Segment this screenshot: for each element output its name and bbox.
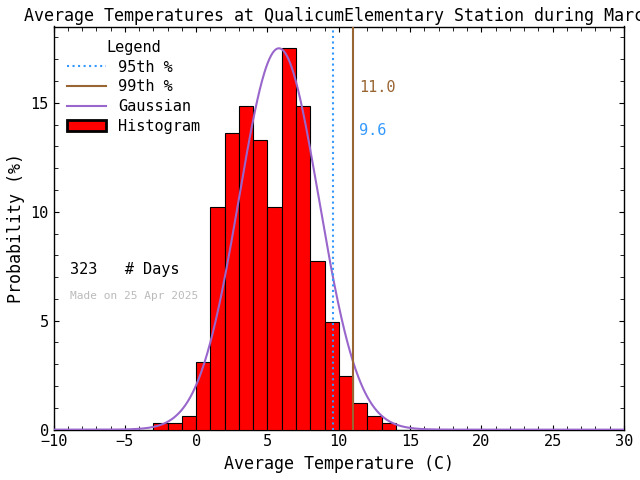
Bar — [154, 423, 168, 430]
Legend: 95th %, 99th %, Gaussian, Histogram: 95th %, 99th %, Gaussian, Histogram — [61, 34, 206, 140]
Bar — [282, 48, 296, 430]
Title: Average Temperatures at QualicumElementary Station during March: Average Temperatures at QualicumElementa… — [24, 7, 640, 25]
Text: 11.0: 11.0 — [359, 80, 396, 95]
Bar — [310, 261, 324, 430]
Bar — [268, 207, 282, 430]
Bar — [324, 322, 339, 430]
Bar — [168, 423, 182, 430]
Bar — [353, 403, 367, 430]
Bar — [339, 375, 353, 430]
X-axis label: Average Temperature (C): Average Temperature (C) — [224, 455, 454, 473]
Bar — [296, 106, 310, 430]
Bar — [381, 423, 396, 430]
Text: 323   # Days: 323 # Days — [70, 263, 179, 277]
Bar — [239, 106, 253, 430]
Y-axis label: Probability (%): Probability (%) — [7, 153, 25, 303]
Bar — [196, 362, 211, 430]
Text: Made on 25 Apr 2025: Made on 25 Apr 2025 — [70, 290, 198, 300]
Bar — [367, 416, 381, 430]
Bar — [211, 207, 225, 430]
Text: 9.6: 9.6 — [359, 123, 386, 138]
Bar — [253, 140, 268, 430]
Bar — [225, 133, 239, 430]
Bar — [182, 416, 196, 430]
